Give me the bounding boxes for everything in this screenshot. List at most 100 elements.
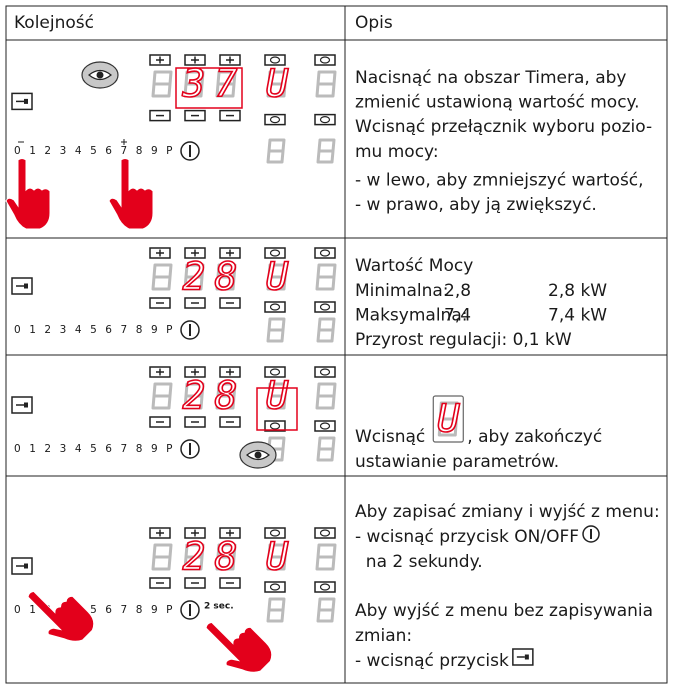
button: [149, 416, 171, 428]
description-line: na 2 sekundy.: [355, 552, 483, 572]
key-button: [512, 648, 534, 666]
display-digit: U: [266, 62, 289, 106]
button: [314, 301, 336, 313]
button: [219, 109, 241, 122]
button: [184, 54, 206, 66]
display-segments: [183, 543, 205, 571]
key-symbol: [24, 563, 28, 569]
button: [219, 577, 241, 589]
button: [219, 54, 241, 66]
key-button: [11, 92, 33, 111]
key-button: [11, 557, 33, 575]
display-digit: 2: [183, 255, 206, 299]
power-scale: 0 1 2 3 4 5 6 7 8 9 P: [14, 145, 175, 157]
button-symbol: [319, 115, 331, 124]
header-cell: Kolejność: [14, 13, 94, 33]
description-line: - wcisnąć przycisk ON/OFF: [355, 527, 579, 547]
display-segments: [266, 597, 286, 623]
button: [184, 247, 206, 259]
eye-icon: [254, 451, 262, 459]
display-digit: 8: [215, 374, 238, 418]
display-digit: U: [266, 255, 289, 299]
button: [149, 297, 171, 309]
hand-icon: [108, 158, 154, 230]
button-symbol: [319, 249, 331, 257]
hold-label: 2 sec.: [204, 602, 234, 612]
description-line: zmian:: [355, 626, 412, 646]
button: [264, 366, 286, 378]
display-segments: [151, 543, 173, 571]
description-line: - w lewo, aby zmniejszyć wartość,: [355, 170, 644, 190]
button: [184, 527, 206, 539]
header-cell: Opis: [355, 13, 393, 33]
button: [149, 109, 171, 122]
display-segments: [183, 70, 205, 98]
button: [314, 247, 336, 259]
display-segments: [183, 382, 205, 410]
power-button: [180, 439, 200, 459]
button: [184, 416, 206, 428]
description-line: mu mocy:: [355, 142, 439, 162]
button: [219, 247, 241, 259]
button: [314, 420, 336, 432]
display-digit: 8: [215, 255, 238, 299]
limit-label: Minimalna:: [355, 281, 449, 301]
description-line: Aby wyjść z menu bez zapisywania: [355, 601, 653, 621]
key-button: [11, 277, 33, 295]
button-symbol: [319, 422, 331, 430]
button: [264, 113, 286, 126]
description-line: Wcisnąć przełącznik wyboru pozio-: [355, 117, 652, 137]
key-symbol: [24, 283, 28, 289]
description-line: Aby zapisać zmiany i wyjść z menu:: [355, 502, 660, 522]
description-line: - wcisnąć przycisk: [355, 651, 509, 671]
button: [149, 577, 171, 589]
display-segments: [266, 70, 288, 98]
power-button: [180, 141, 200, 161]
button: [219, 297, 241, 309]
button: [264, 54, 286, 66]
button-symbol: [269, 249, 281, 257]
button: [184, 366, 206, 378]
display-segments: [316, 138, 336, 164]
display-segments: [215, 382, 237, 410]
button-symbol: [269, 303, 281, 311]
display-segments: [316, 597, 336, 623]
display-segments: [316, 436, 336, 462]
limit-value: 7,4: [444, 306, 471, 326]
display-segments: [266, 382, 288, 410]
display-segments: [266, 263, 288, 291]
eye-icon: [96, 71, 104, 79]
display-digit: 8: [215, 535, 238, 579]
button: [219, 527, 241, 539]
hand-icon: [205, 621, 273, 673]
power-button: [180, 320, 200, 340]
display-segments: [266, 543, 288, 571]
button: [314, 54, 336, 66]
display-digit: 2: [183, 374, 206, 418]
highlight: [256, 387, 298, 431]
button-symbol: [319, 529, 331, 537]
button-symbol: [319, 583, 331, 591]
button: [149, 247, 171, 259]
key-symbol: [24, 98, 28, 104]
description-line: - w prawo, aby ją zwiększyć.: [355, 195, 597, 215]
button: [264, 301, 286, 313]
limit-power: 7,4 kW: [548, 306, 607, 326]
display-digit: U: [266, 535, 289, 579]
display-segments: [151, 263, 173, 291]
button-symbol: [269, 583, 281, 591]
button: [149, 527, 171, 539]
limit-label: Maksymalna:: [355, 306, 467, 326]
button: [149, 54, 171, 66]
display-digit: U: [266, 374, 289, 418]
button-symbol: [269, 529, 281, 537]
limit-power: 2,8 kW: [548, 281, 607, 301]
highlight: [175, 67, 243, 109]
display-segments: [215, 543, 237, 571]
button: [149, 366, 171, 378]
display-segments: [151, 382, 173, 410]
button: [314, 113, 336, 126]
button-symbol: [319, 56, 331, 64]
button: [219, 366, 241, 378]
